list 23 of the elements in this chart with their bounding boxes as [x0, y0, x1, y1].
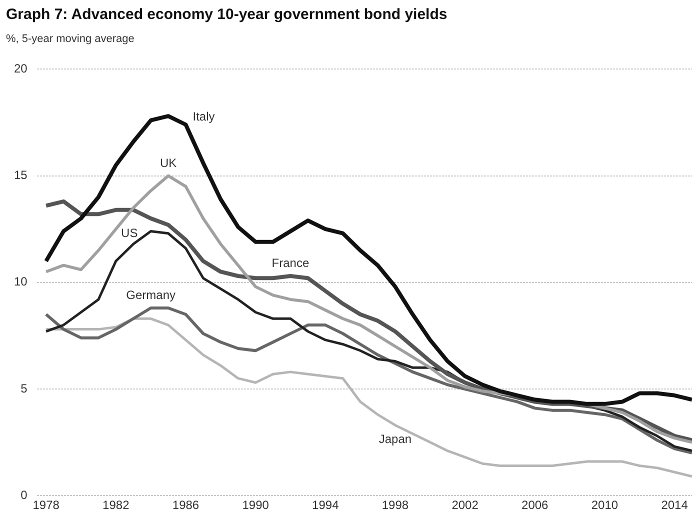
y-tick-label: 0 [20, 488, 28, 502]
y-tick-label: 15 [14, 168, 28, 182]
chart-subtitle: %, 5-year moving average [6, 33, 134, 45]
series-label: Italy [192, 110, 215, 124]
x-tick-label: 1990 [242, 498, 270, 512]
series-label: UK [160, 156, 177, 170]
y-tick-label: 10 [14, 274, 28, 289]
y-tick-label: 5 [20, 381, 28, 396]
x-tick-label: 2014 [661, 498, 688, 512]
y-tick-label: 20 [14, 62, 28, 76]
x-tick-label: 2002 [452, 498, 479, 512]
series-label: US [121, 226, 138, 240]
x-tick-label: 2006 [522, 498, 549, 512]
series-label: Germany [126, 288, 176, 302]
chart-title: Graph 7: Advanced economy 10-year government bond yields [6, 6, 448, 23]
x-tick-label: 1982 [102, 498, 130, 512]
x-tick-label: 1986 [172, 498, 200, 512]
x-tick-label: 1978 [32, 498, 60, 512]
series-label: Japan [378, 432, 412, 446]
x-tick-label: 2010 [591, 498, 618, 512]
series-label: France [272, 256, 310, 270]
x-tick-label: 1998 [382, 498, 409, 512]
x-tick-label: 1994 [312, 498, 340, 512]
